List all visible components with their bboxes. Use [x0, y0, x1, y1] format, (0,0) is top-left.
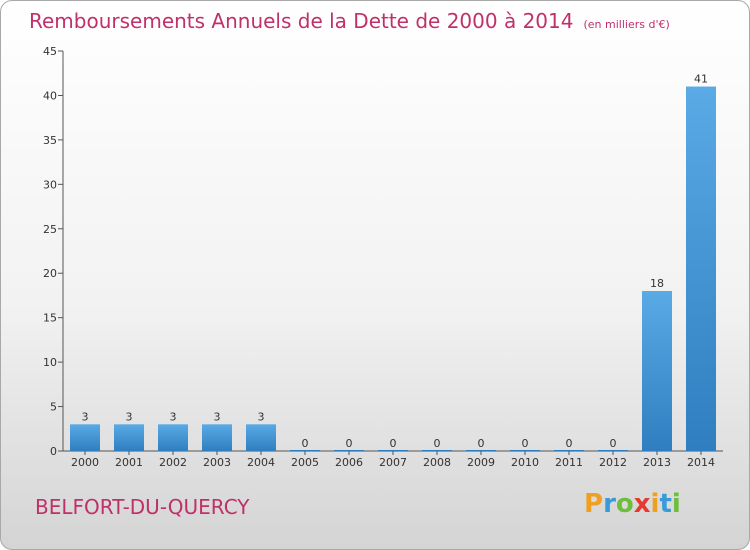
- x-tick-label: 2007: [379, 456, 407, 469]
- y-tick-label: 30: [43, 178, 57, 191]
- bar: [510, 450, 540, 451]
- bar: [290, 450, 320, 451]
- logo-letter: i: [650, 489, 660, 519]
- x-tick-label: 2001: [115, 456, 143, 469]
- logo-letter: t: [659, 489, 672, 519]
- chart-unit: (en milliers d'€): [583, 18, 670, 31]
- data-label: 3: [170, 410, 177, 423]
- bar: [158, 424, 188, 451]
- y-tick-label: 20: [43, 267, 57, 280]
- y-tick-label: 45: [43, 45, 57, 58]
- logo-letter: i: [671, 489, 681, 519]
- chart-bars: 3 3 3 3 3 0 0 0 0 0 0 0 0 18 41: [70, 73, 716, 452]
- x-tick-label: 2004: [247, 456, 275, 469]
- x-tick-label: 2013: [643, 456, 671, 469]
- bar: [246, 424, 276, 451]
- x-tick-label: 2002: [159, 456, 187, 469]
- data-label: 0: [346, 437, 353, 450]
- bar: [598, 450, 628, 451]
- data-label: 41: [694, 73, 708, 86]
- data-label: 0: [302, 437, 309, 450]
- x-tick-label: 2010: [511, 456, 539, 469]
- bar: [202, 424, 232, 451]
- x-tick-label: 2000: [71, 456, 99, 469]
- x-tick-label: 2011: [555, 456, 583, 469]
- data-label: 3: [214, 410, 221, 423]
- data-label: 3: [258, 410, 265, 423]
- y-tick-label: 15: [43, 312, 57, 325]
- bar: [466, 450, 496, 451]
- x-tick-label: 2003: [203, 456, 231, 469]
- data-label: 0: [478, 437, 485, 450]
- data-label: 0: [566, 437, 573, 450]
- x-tick-label: 2009: [467, 456, 495, 469]
- logo-letter: o: [615, 489, 634, 519]
- y-tick-label: 35: [43, 134, 57, 147]
- data-label: 18: [650, 277, 664, 290]
- bar: [422, 450, 452, 451]
- chart-title: Remboursements Annuels de la Dette de 20…: [29, 9, 670, 33]
- x-tick-label: 2008: [423, 456, 451, 469]
- data-label: 0: [434, 437, 441, 450]
- x-tick-label: 2012: [599, 456, 627, 469]
- y-tick-label: 40: [43, 89, 57, 102]
- bar: [114, 424, 144, 451]
- bar: [686, 86, 716, 452]
- x-tick-label: 2005: [291, 456, 319, 469]
- proxiti-logo: Proxiti: [584, 489, 681, 519]
- y-tick-label: 25: [43, 223, 57, 236]
- x-tick-label: 2006: [335, 456, 363, 469]
- bar: [378, 450, 408, 451]
- commune-name: BELFORT-DU-QUERCY: [35, 495, 250, 519]
- chart-title-text: Remboursements Annuels de la Dette de 20…: [29, 9, 574, 33]
- y-tick-label: 10: [43, 356, 57, 369]
- logo-letter: P: [584, 489, 604, 519]
- bar: [554, 450, 584, 451]
- data-label: 0: [390, 437, 397, 450]
- x-tick-label: 2014: [687, 456, 715, 469]
- data-label: 3: [126, 410, 133, 423]
- bar: [334, 450, 364, 451]
- data-label: 0: [610, 437, 617, 450]
- logo-letter: x: [633, 489, 651, 519]
- bar: [642, 291, 672, 451]
- y-tick-label: 5: [50, 401, 57, 414]
- data-label: 0: [522, 437, 529, 450]
- logo-letter: r: [603, 489, 616, 519]
- y-tick-label: 0: [50, 445, 57, 458]
- bar: [70, 424, 100, 451]
- data-label: 3: [82, 410, 89, 423]
